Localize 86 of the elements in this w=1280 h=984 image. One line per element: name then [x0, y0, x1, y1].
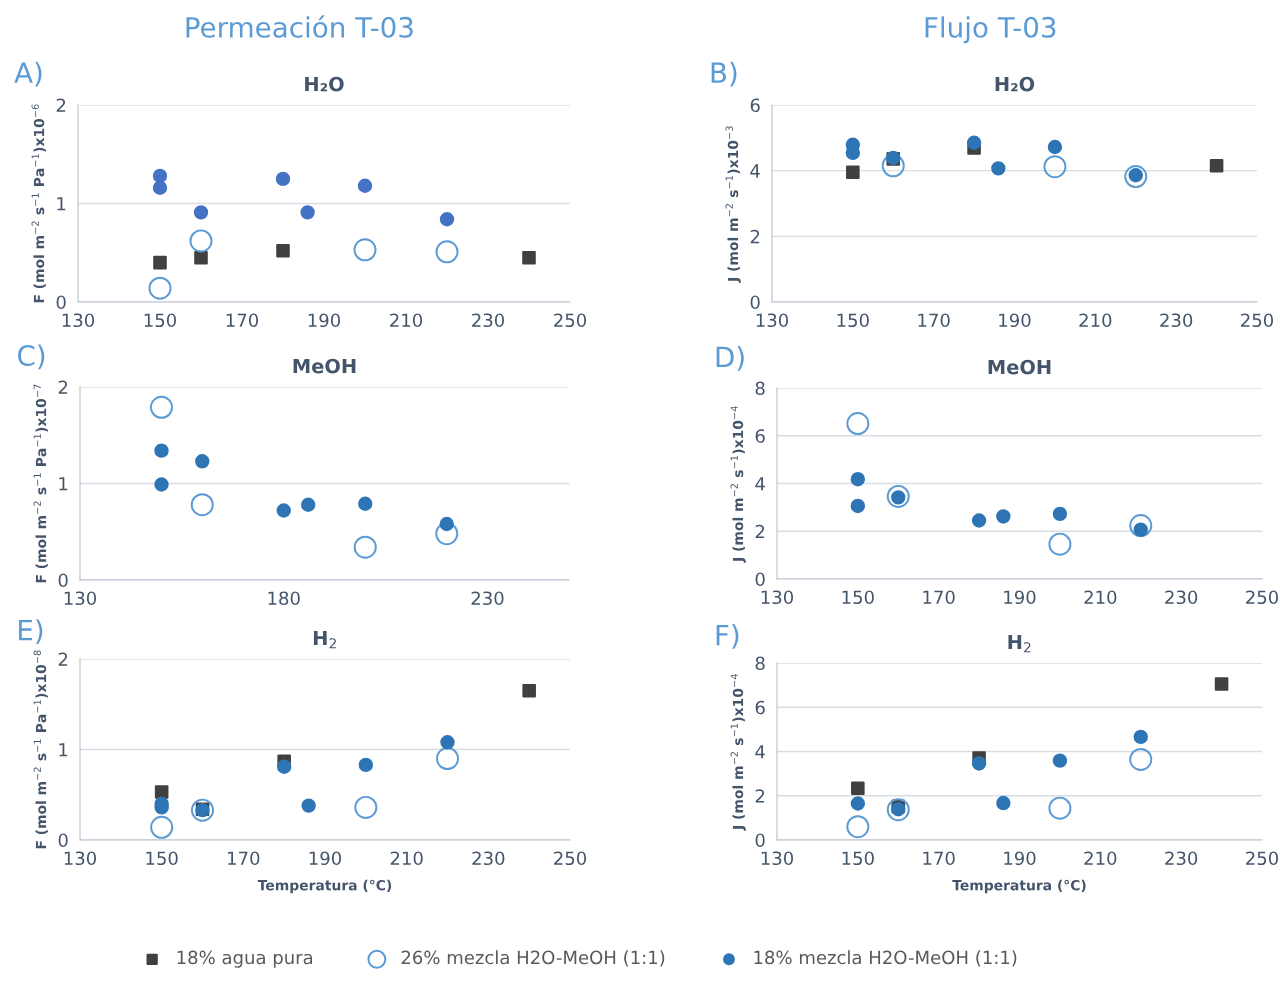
chart-title: MeOH	[293, 358, 356, 374]
x-tick-label: 250	[1241, 313, 1274, 328]
text: Permeación T-03	[186, 15, 413, 38]
x-tick-label: 170	[923, 851, 955, 866]
x-tick-label: 130	[62, 313, 95, 328]
x-tick-label: 210	[390, 851, 423, 866]
x-tick-label: 150	[837, 313, 869, 328]
y-tick-label: 0	[56, 295, 66, 310]
y-tick-label: 4	[755, 477, 765, 491]
y-tick-label: 2	[750, 229, 760, 244]
x-tick-label: 130	[761, 851, 794, 866]
y-tick-label: 6	[755, 700, 765, 715]
y-tick-label: 6	[750, 98, 760, 113]
text: B)	[711, 61, 737, 87]
y-tick-label: 8	[755, 656, 765, 671]
x-tick-label: 190	[1004, 590, 1036, 605]
x-tick-label: 250	[554, 851, 587, 866]
x-tick-label: 180	[268, 591, 300, 606]
x-tick-label: 130	[756, 313, 789, 328]
chart-title: H₂O	[305, 76, 344, 92]
x-tick-label: 230	[1165, 851, 1198, 866]
y-axis-title: J (mol m$^{−2}$ s$^{−1}$)x10$^{−4}$	[730, 674, 746, 831]
text: Flujo T-03	[925, 16, 1056, 44]
chart-title: H₂O	[995, 76, 1035, 92]
x-tick-label: 150	[842, 590, 874, 605]
x-tick-label: 170	[923, 590, 955, 605]
x-tick-label: 190	[309, 851, 342, 866]
y-tick-label: 0	[755, 833, 765, 848]
y-tick-label: 0	[58, 833, 68, 848]
x-tick-label: 130	[64, 851, 97, 866]
y-tick-label: 6	[755, 429, 765, 443]
x-tick-label: 190	[1004, 851, 1036, 866]
x-tick-label: 210	[1079, 313, 1112, 328]
x-tick-label: 150	[842, 851, 874, 866]
x-tick-label: 190	[999, 313, 1031, 328]
x-axis-title: Temperatura (°C)	[257, 879, 392, 894]
x-tick-label: 190	[308, 313, 341, 328]
y-axis-title: F (mol m$^{−2}$ s$^{−1}$ Pa$^{−1}$)x10$^{−8}$	[33, 650, 48, 849]
text: C)	[17, 344, 45, 370]
x-tick-label: 250	[1246, 851, 1279, 866]
x-tick-label: 250	[554, 313, 587, 328]
chart-title: H$_{2}$	[313, 630, 336, 649]
y-tick-label: 8	[755, 381, 765, 396]
y-tick-label: 0	[58, 573, 68, 588]
y-tick-label: 1	[59, 477, 68, 491]
y-tick-label: 0	[750, 295, 760, 310]
x-tick-label: 230	[472, 313, 505, 328]
y-tick-label: 2	[58, 652, 68, 666]
x-tick-label: 210	[1084, 851, 1117, 866]
text: D)	[716, 346, 744, 371]
y-tick-label: 0	[755, 572, 765, 587]
y-tick-label: 1	[57, 197, 66, 211]
x-tick-label: 150	[144, 313, 177, 328]
x-tick-label: 250	[1246, 590, 1279, 605]
x-tick-label: 170	[226, 313, 259, 328]
x-tick-label: 230	[1160, 313, 1193, 328]
x-tick-label: 170	[918, 313, 950, 328]
y-tick-label: 2	[56, 98, 66, 112]
x-tick-label: 230	[472, 851, 505, 866]
y-tick-label: 4	[755, 745, 765, 759]
chart-title: H$_{2}$	[1008, 634, 1031, 653]
text: F)	[716, 624, 739, 649]
y-tick-label: 2	[755, 789, 765, 803]
y-tick-label: 2	[755, 524, 765, 539]
chart-title: MeOH	[988, 359, 1051, 375]
y-axis-title: F (mol m$^{−2}$ s$^{−1}$ Pa$^{−1}$)x10$^{−7}$	[33, 384, 48, 583]
x-tick-label: 230	[1165, 590, 1198, 605]
text: E)	[19, 619, 43, 644]
y-tick-label: 2	[58, 380, 68, 394]
x-tick-label: 230	[471, 591, 504, 606]
y-axis-title: J (mol m$^{−2}$ s$^{−1}$)x10$^{−4}$	[730, 406, 746, 563]
y-tick-label: 4	[750, 164, 760, 178]
legend-label: 26% mezcla H2O-MeOH (1:1)	[401, 950, 665, 967]
x-tick-label: 210	[390, 313, 423, 328]
y-axis-title: J (mol m$^{−2}$ s$^{−1}$)x10$^{−3}$	[725, 126, 741, 283]
y-tick-label: 1	[59, 743, 68, 757]
x-tick-label: 130	[761, 590, 794, 605]
x-tick-label: 170	[228, 851, 260, 866]
x-tick-label: 210	[1084, 590, 1117, 605]
x-axis-title: Temperatura (°C)	[952, 879, 1086, 894]
legend-label: 18% agua pura	[177, 950, 313, 968]
x-tick-label: 150	[146, 851, 178, 866]
legend-label: 18% mezcla H2O-MeOH (1:1)	[754, 950, 1017, 967]
text: A)	[14, 61, 42, 87]
y-axis-title: F (mol m$^{−2}$ s$^{−1}$ Pa$^{−1}$)x10$^{−6}$	[31, 104, 46, 303]
x-tick-label: 130	[64, 591, 97, 606]
